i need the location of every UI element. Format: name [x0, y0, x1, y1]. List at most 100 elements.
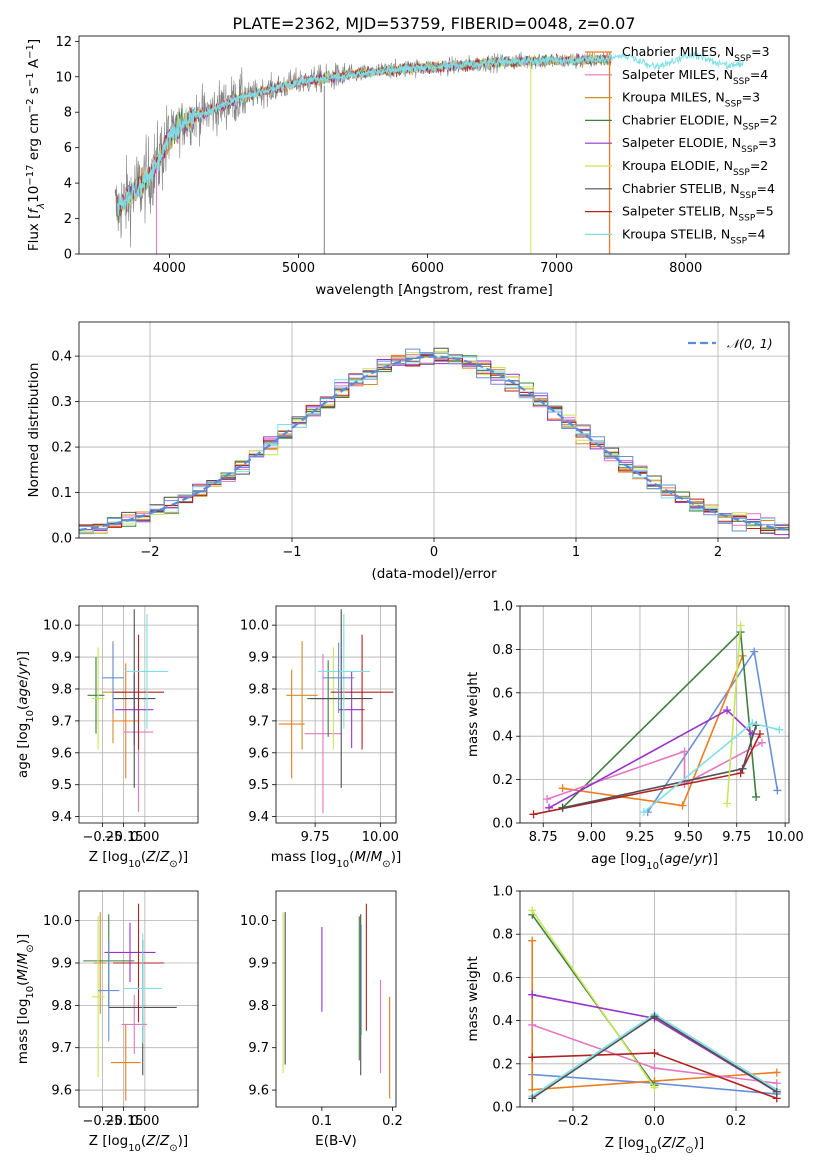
y-tick-label: 4: [64, 177, 72, 192]
x-tick-label: 0.00: [130, 1114, 159, 1129]
y-tick-label: 1.0: [492, 600, 513, 615]
spectrum-plot-area: [114, 50, 745, 254]
y-tick-label: 9.6: [248, 746, 269, 761]
y-tick-label: 0: [64, 248, 72, 263]
x-tick-label: 8000: [669, 261, 702, 276]
x-tick-label: 0.0: [644, 1114, 665, 1129]
y-tick-label: 10.0: [240, 619, 269, 634]
x-tick-label: 2: [714, 545, 722, 560]
legend-item: Chabrier MILES, NSSP=3: [585, 44, 770, 64]
x-tick-label: 5000: [282, 261, 315, 276]
errorbar-point: [104, 922, 156, 983]
errorbar-point: [330, 634, 394, 750]
model-spectrum: [117, 53, 611, 213]
weight-marker: [528, 906, 537, 915]
weight-marker: [736, 621, 745, 630]
y-tick-label: 9.6: [248, 1084, 269, 1099]
x-tick-label: −2: [140, 545, 159, 560]
y-axis-label: Normed distribution: [26, 363, 42, 498]
errorbar-point: [338, 671, 365, 749]
axes-frame: [78, 35, 790, 255]
y-tick-label: 10.0: [240, 914, 269, 929]
errorbar-point: [91, 916, 105, 1078]
legend-item: Salpeter STELIB, NSSP=5: [585, 204, 774, 224]
weight-marker: [543, 795, 552, 804]
y-tick-label: 9.8: [51, 999, 72, 1014]
weight-line: [548, 709, 753, 809]
weight_vs_age-panel: 8.75 9.00 9.25 9.50 9.75 10.00 0.0 0.2 0.4 0.6 0.8…: [492, 600, 803, 846]
legend-item: Salpeter ELODIE, NSSP=3: [585, 135, 776, 155]
y-tick-label: 10: [55, 70, 72, 85]
residuals-plot-area: [79, 322, 789, 538]
legend-label: Salpeter STELIB, NSSP=5: [622, 204, 774, 224]
weight-marker: [775, 725, 784, 734]
legend-label: Kroupa STELIB, NSSP=4: [622, 226, 766, 246]
weight-marker: [528, 1053, 537, 1062]
legend-label: Salpeter ELODIE, NSSP=3: [622, 135, 776, 155]
weight-marker: [738, 764, 747, 773]
y-tick-label: 9.7: [51, 714, 72, 729]
weight-line: [562, 655, 744, 807]
weight-marker: [529, 810, 538, 819]
y-tick-label: 0.4: [492, 1014, 513, 1029]
y-tick-label: 0.4: [492, 730, 513, 745]
y-tick-label: 0.2: [492, 1057, 513, 1072]
model-spectrum: [117, 53, 612, 216]
errorbar-point: [113, 903, 164, 1023]
y-tick-label: 0.0: [492, 817, 513, 832]
y-tick-label: 9.7: [248, 1041, 269, 1056]
y-tick-label: 9.8: [51, 682, 72, 697]
x-tick-label: −0.25: [82, 830, 122, 845]
legend: Chabrier MILES, NSSP=3 Salpeter MILES, NS…: [585, 44, 778, 246]
weight-marker: [650, 1083, 659, 1092]
observed-spectrum: [114, 51, 612, 248]
axes-frame: [275, 605, 397, 824]
y-tick-label: 0.1: [51, 486, 72, 501]
weight-line: [531, 909, 656, 1089]
legend-label: Chabrier STELIB, NSSP=4: [622, 181, 775, 201]
y-tick-label: 10.0: [43, 619, 72, 634]
x-axis-label: Z [log10(Z/Z⊙)]: [89, 1133, 188, 1154]
legend-item: Kroupa MILES, NSSP=3: [585, 90, 760, 110]
weight-series: [528, 1049, 781, 1103]
x-tick-label: 0: [430, 545, 438, 560]
weight-marker: [736, 769, 745, 778]
age_vs_mass-panel: 9.75 10.00 9.4 9.5 9.6 9.7 9.8 9.9 10.0: [240, 605, 399, 845]
x-tick-label: −0.25: [82, 1114, 122, 1129]
errorbar-point: [110, 1024, 141, 1101]
weight-marker: [528, 936, 537, 945]
y-tick-label: 10.0: [43, 914, 72, 929]
y-tick-label: 0.0: [51, 532, 72, 547]
errorbar-point: [87, 657, 105, 734]
legend-label: 𝒩(0, 1): [727, 336, 773, 351]
axes-frame: [519, 605, 790, 824]
y-tick-label: 9.6: [51, 1084, 72, 1099]
weight-marker: [528, 1020, 537, 1029]
weight-marker: [650, 1049, 659, 1057]
y-tick-label: 9.4: [51, 810, 72, 825]
y-tick-label: 9.5: [51, 778, 72, 793]
weight-line: [546, 741, 763, 800]
errorbar-point: [98, 939, 120, 1042]
y-tick-label: 2: [64, 212, 72, 227]
y-tick-label: 9.9: [248, 957, 269, 972]
x-tick-label: 0.00: [130, 830, 159, 845]
weight-marker: [723, 706, 732, 715]
y-tick-label: 0.3: [51, 395, 72, 410]
weight-series: [528, 1012, 781, 1103]
y-tick-label: 9.9: [51, 651, 72, 666]
weight-series: [529, 730, 764, 819]
weight-marker: [755, 730, 764, 739]
x-axis-label: wavelength [Angstrom, rest frame]: [315, 282, 553, 298]
y-axis-label: mass [log10(M/M⊙)]: [15, 934, 36, 1064]
axes-frame: [78, 890, 199, 1108]
errorbar-point: [304, 653, 342, 814]
errorbar-point: [113, 634, 164, 750]
model-spectrum: [117, 54, 612, 223]
y-tick-label: 0.6: [492, 686, 513, 701]
weight-marker: [639, 808, 648, 817]
age_vs_Z-plot-area: [79, 606, 198, 823]
errorbar-point: [93, 912, 107, 1014]
weight-marker: [528, 1094, 537, 1103]
weight-line: [531, 940, 777, 1091]
